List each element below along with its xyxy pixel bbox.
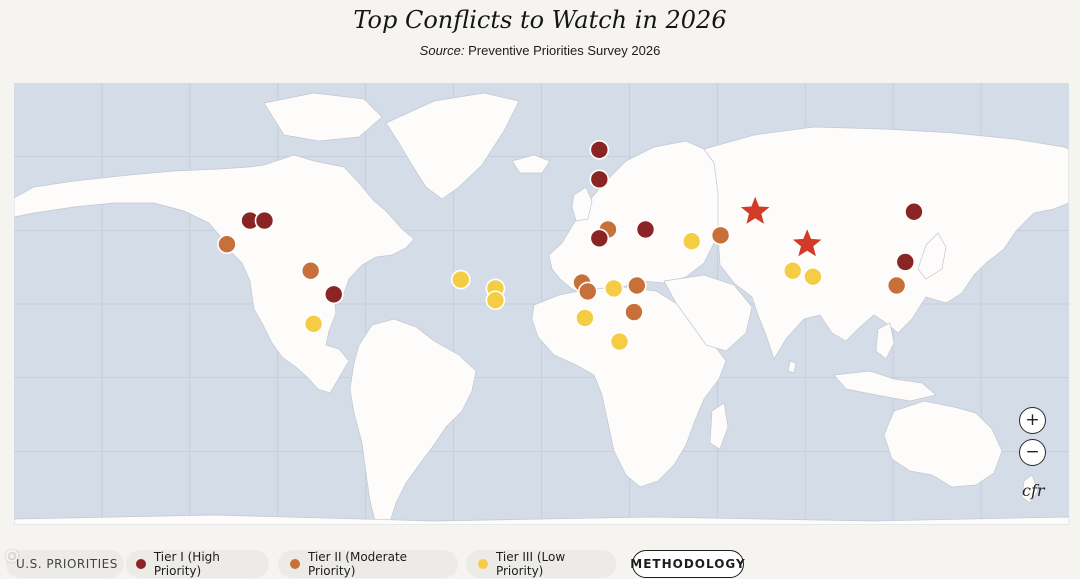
us-priority-star-icon[interactable] <box>740 196 770 224</box>
japan <box>917 232 947 280</box>
philippines <box>875 322 895 360</box>
us-priority-star-icon[interactable] <box>792 229 822 257</box>
tier-3-marker[interactable] <box>803 266 823 287</box>
legend: U.S. PRIORITIES Tier I (High Priority) T… <box>0 548 1080 579</box>
legend-tier-3-label: Tier III (Low Priority) <box>495 550 566 578</box>
new-zealand <box>1021 474 1039 504</box>
legend-tier-1-label: Tier I (High Priority) <box>153 550 220 578</box>
zoom-in-button[interactable]: + <box>1019 407 1046 434</box>
tier-2-marker[interactable] <box>624 302 644 322</box>
watermark-logo: ⊙ <box>4 545 21 567</box>
legend-tier-1[interactable]: Tier I (High Priority) <box>126 550 269 578</box>
indonesia <box>833 370 937 402</box>
greenland <box>385 92 520 200</box>
legend-tier-2-label: Tier II (Moderate Priority) <box>307 550 408 578</box>
tier-2-marker[interactable] <box>217 234 237 254</box>
tier-2-dot-icon <box>290 559 300 569</box>
tier-3-marker[interactable] <box>782 260 803 281</box>
us-priority-stars <box>740 196 822 257</box>
north-america <box>14 154 415 394</box>
south-america <box>349 318 477 525</box>
methodology-label: METHODOLOGY <box>630 557 746 571</box>
tier-3-marker[interactable] <box>485 290 506 311</box>
sri-lanka <box>787 360 797 374</box>
antarctica <box>14 514 1069 525</box>
africa <box>531 286 727 488</box>
conflict-markers <box>217 140 924 352</box>
arctic-islands <box>263 92 383 142</box>
tier-3-dot-icon <box>478 559 488 569</box>
tier-3-marker[interactable] <box>575 308 595 328</box>
legend-us-priorities-label: U.S. PRIORITIES <box>16 557 118 571</box>
tier-3-marker[interactable] <box>450 269 471 290</box>
tier-2-marker[interactable] <box>710 225 731 246</box>
great-britain <box>571 186 593 222</box>
middle-east <box>663 274 753 352</box>
cfr-logo: cfr <box>1022 481 1045 500</box>
source-label: Source: <box>419 43 465 58</box>
tier-2-marker[interactable] <box>886 275 907 296</box>
zoom-out-button[interactable]: − <box>1019 439 1046 466</box>
source-text: Preventive Priorities Survey 2026 <box>468 43 661 58</box>
iceland <box>511 154 551 174</box>
tier-1-marker[interactable] <box>254 210 275 231</box>
tier-1-marker[interactable] <box>589 228 610 249</box>
legend-us-priorities[interactable]: U.S. PRIORITIES <box>6 550 124 578</box>
asia <box>703 126 1069 360</box>
tier-1-marker[interactable] <box>589 169 610 190</box>
tier-1-marker[interactable] <box>895 252 916 272</box>
tier-3-marker[interactable] <box>603 278 624 299</box>
tier-1-marker[interactable] <box>904 201 924 222</box>
tier-1-dot-icon <box>136 559 146 569</box>
tier-3-marker[interactable] <box>681 231 702 252</box>
tier-2-marker[interactable] <box>577 281 598 302</box>
legend-tier-2[interactable]: Tier II (Moderate Priority) <box>278 550 458 578</box>
map-title: Top Conflicts to Watch in 2026 <box>353 6 727 34</box>
tier-1-marker[interactable] <box>589 140 610 160</box>
tier-1-marker[interactable] <box>635 219 656 240</box>
australia <box>883 400 1003 488</box>
tier-2-marker[interactable] <box>627 275 647 296</box>
tier-3-marker[interactable] <box>609 331 630 352</box>
tier-3-marker[interactable] <box>303 314 324 334</box>
methodology-button[interactable]: METHODOLOGY <box>630 550 746 578</box>
tier-2-marker[interactable] <box>300 260 321 281</box>
map-subtitle: Source: Preventive Priorities Survey 202… <box>0 43 1080 58</box>
madagascar <box>709 402 729 450</box>
world-map[interactable]: + − cfr <box>14 83 1069 525</box>
tier-1-marker[interactable] <box>323 284 344 305</box>
map-canvas[interactable] <box>14 83 1069 525</box>
legend-tier-3[interactable]: Tier III (Low Priority) <box>466 550 616 578</box>
